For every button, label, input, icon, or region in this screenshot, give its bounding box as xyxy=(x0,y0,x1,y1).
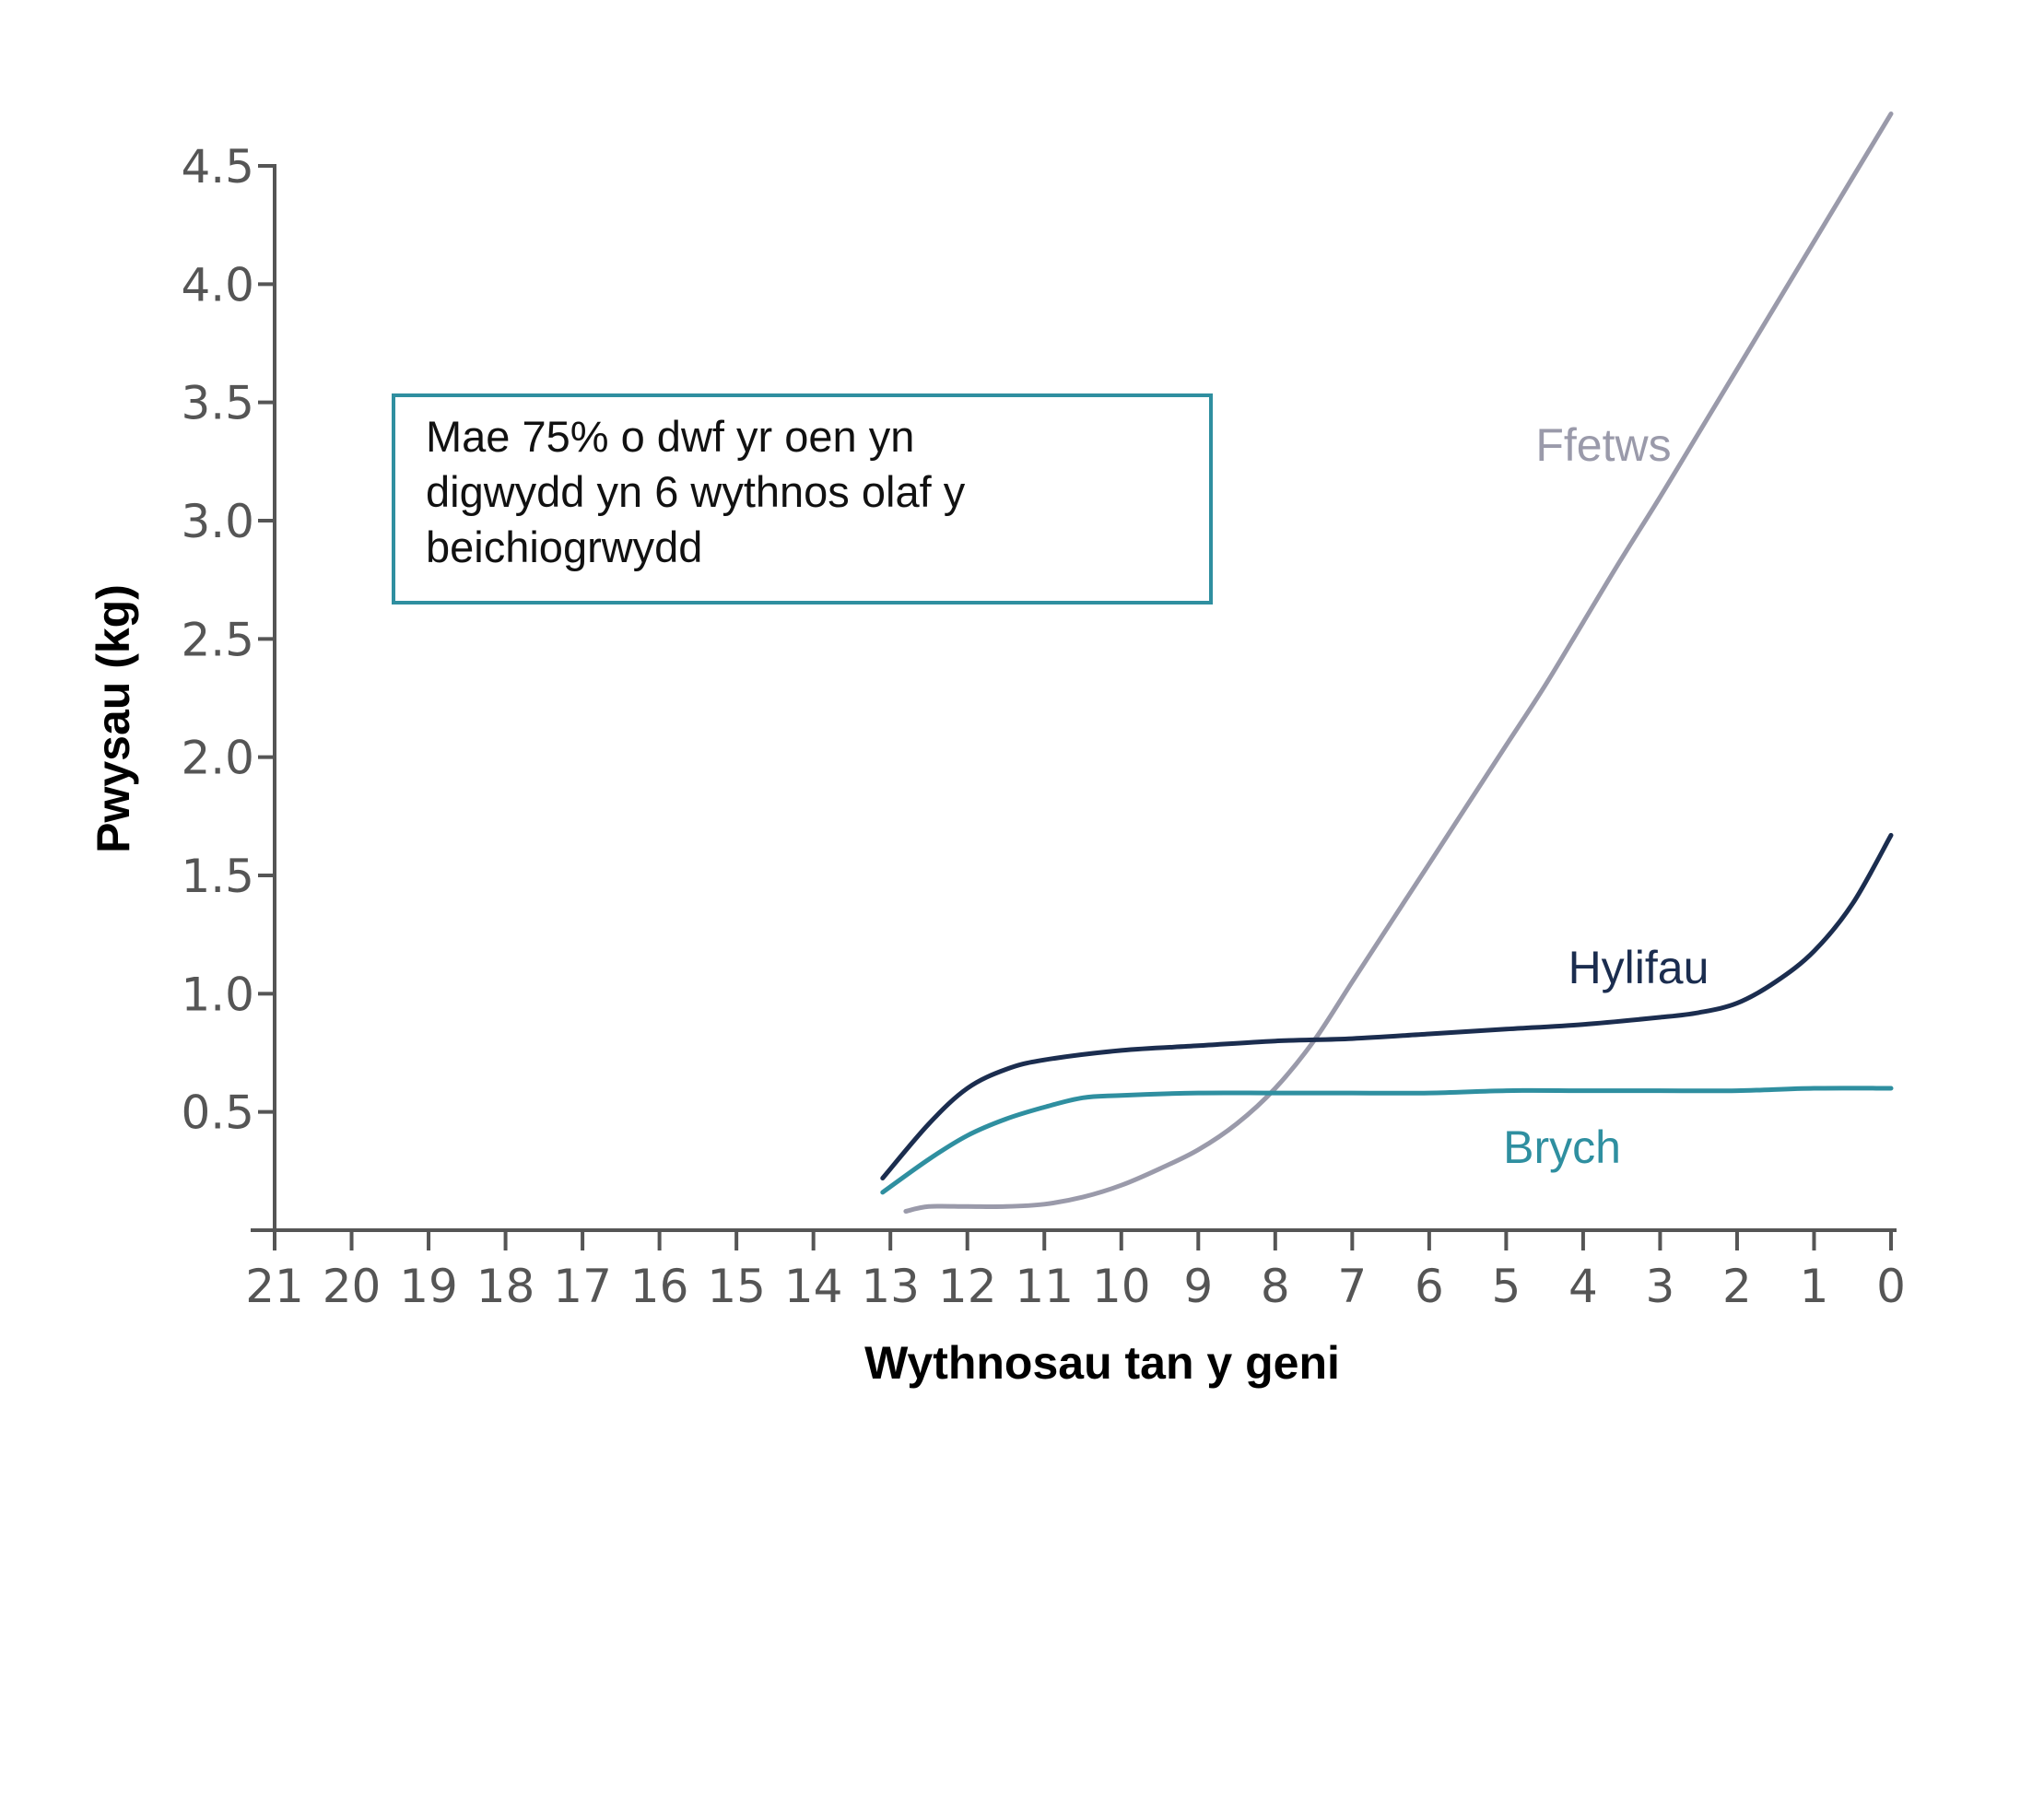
y-tick-label: 1.0 xyxy=(181,968,254,1021)
x-tick-label: 2 xyxy=(1722,1260,1752,1313)
y-tick-label: 3.0 xyxy=(181,495,254,548)
x-tick-label: 3 xyxy=(1646,1260,1675,1313)
series-labels: Ffetws Hylifau Brych xyxy=(1503,419,1709,1173)
series-line-ffetws xyxy=(903,112,1894,1214)
x-axis-title: Wythnosau tan y geni xyxy=(864,1337,1340,1389)
x-tick-label: 1 xyxy=(1800,1260,1829,1313)
series-lines xyxy=(880,112,1894,1214)
x-tick-label: 21 xyxy=(245,1260,304,1313)
x-ticks: 21 20 19 18 17 16 15 14 13 12 11 10 9 8 7 6 5 4 3 2 1 0 xyxy=(245,1230,1906,1313)
annotation-box: Mae 75% o dwf yr oen yn digwydd yn 6 wyt… xyxy=(392,393,1213,605)
series-label-hylifau: Hylifau xyxy=(1568,942,1709,993)
axes xyxy=(251,164,1897,1232)
x-tick-label: 7 xyxy=(1337,1260,1367,1313)
series-label-brych: Brych xyxy=(1503,1121,1621,1173)
x-tick-label: 13 xyxy=(861,1260,920,1313)
x-tick-label: 4 xyxy=(1568,1260,1598,1313)
annotation-line-3: beichiogrwydd xyxy=(426,522,702,571)
y-tick-label: 4.0 xyxy=(181,258,254,311)
annotation-line-2: digwydd yn 6 wythnos olaf y xyxy=(426,467,966,516)
x-tick-label: 20 xyxy=(323,1260,382,1313)
x-tick-label: 19 xyxy=(399,1260,458,1313)
x-tick-label: 8 xyxy=(1261,1260,1290,1313)
x-tick-label: 14 xyxy=(784,1260,843,1313)
y-tick-label: 2.5 xyxy=(181,613,254,666)
series-line-hylifau xyxy=(880,832,1894,1180)
y-tick-label: 0.5 xyxy=(181,1086,254,1140)
y-tick-label: 1.5 xyxy=(181,850,254,903)
y-tick-label: 4.5 xyxy=(181,140,254,194)
x-tick-label: 17 xyxy=(553,1260,612,1313)
x-tick-label: 11 xyxy=(1015,1260,1074,1313)
x-tick-label: 15 xyxy=(707,1260,766,1313)
y-tick-label: 3.5 xyxy=(181,377,254,430)
x-tick-label: 6 xyxy=(1415,1260,1444,1313)
series-line-brych xyxy=(880,1086,1894,1195)
x-tick-label: 16 xyxy=(630,1260,689,1313)
y-axis-title: Pwysau (kg) xyxy=(88,584,139,853)
x-tick-label: 18 xyxy=(476,1260,535,1313)
x-tick-label: 5 xyxy=(1491,1260,1521,1313)
annotation-line-1: Mae 75% o dwf yr oen yn xyxy=(426,412,914,461)
annotation-border xyxy=(392,393,1213,605)
x-tick-label: 0 xyxy=(1876,1260,1906,1313)
y-ticks: 0.5 1.0 1.5 2.0 2.5 3.0 3.5 4.0 4.5 xyxy=(181,140,275,1140)
series-label-ffetws: Ffetws xyxy=(1535,419,1671,471)
x-tick-label: 12 xyxy=(938,1260,997,1313)
y-tick-label: 2.0 xyxy=(181,732,254,785)
x-tick-label: 10 xyxy=(1092,1260,1151,1313)
x-tick-label: 9 xyxy=(1183,1260,1213,1313)
